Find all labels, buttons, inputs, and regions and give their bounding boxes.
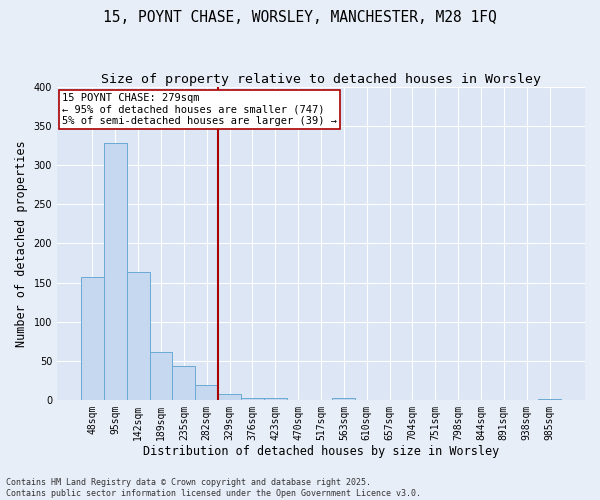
Bar xyxy=(241,398,264,400)
Title: Size of property relative to detached houses in Worsley: Size of property relative to detached ho… xyxy=(101,72,541,86)
X-axis label: Distribution of detached houses by size in Worsley: Distribution of detached houses by size … xyxy=(143,444,499,458)
Text: 15, POYNT CHASE, WORSLEY, MANCHESTER, M28 1FQ: 15, POYNT CHASE, WORSLEY, MANCHESTER, M2… xyxy=(103,10,497,25)
Bar xyxy=(218,394,241,400)
Text: 15 POYNT CHASE: 279sqm
← 95% of detached houses are smaller (747)
5% of semi-det: 15 POYNT CHASE: 279sqm ← 95% of detached… xyxy=(62,93,337,126)
Bar xyxy=(127,272,149,400)
Bar xyxy=(196,384,218,400)
Bar xyxy=(172,366,196,400)
Bar xyxy=(149,352,172,400)
Bar xyxy=(104,143,127,400)
Bar xyxy=(538,398,561,400)
Bar xyxy=(332,398,355,400)
Text: Contains HM Land Registry data © Crown copyright and database right 2025.
Contai: Contains HM Land Registry data © Crown c… xyxy=(6,478,421,498)
Bar xyxy=(264,398,287,400)
Y-axis label: Number of detached properties: Number of detached properties xyxy=(15,140,28,347)
Bar xyxy=(81,277,104,400)
